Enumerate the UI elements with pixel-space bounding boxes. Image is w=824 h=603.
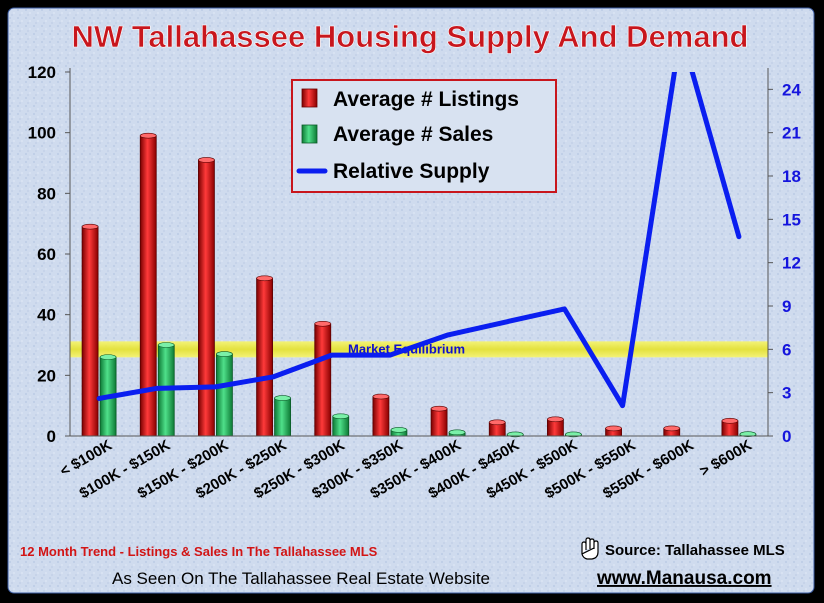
legend-label-supply: Relative Supply	[333, 160, 490, 183]
bar-listings-cap	[430, 405, 448, 412]
y-left-tick-label: 120	[28, 63, 56, 82]
y-right-tick-label: 15	[782, 210, 801, 229]
bar-sales-cap	[216, 351, 233, 357]
seen-caption: As Seen On The Tallahassee Real Estate W…	[112, 569, 490, 588]
bar-listings-cap	[663, 425, 681, 432]
bar-listings-cap	[488, 419, 506, 426]
bar-listings	[430, 408, 448, 437]
legend: Average # Listings Average # Sales Relat…	[291, 79, 557, 193]
bar-listings	[256, 277, 273, 437]
chart-background	[7, 7, 815, 594]
bar-sales	[274, 397, 291, 437]
bar-listings	[81, 226, 99, 437]
supply-line	[96, 72, 742, 409]
y-right-tick-label: 24	[782, 80, 801, 99]
bar-listings-cap	[139, 132, 157, 139]
bar-listings	[314, 323, 332, 437]
y-left-tick-label: 100	[28, 124, 56, 143]
bar-listings-cap	[547, 416, 564, 423]
y-left-tick-label: 20	[37, 366, 56, 385]
legend-label-listings: Average # Listings	[333, 88, 519, 111]
source-caption: Source: Tallahassee MLS	[605, 542, 785, 559]
y-left-tick-label: 80	[37, 184, 56, 203]
y-right-tick-label: 0	[782, 427, 791, 446]
hand-icon	[581, 537, 599, 560]
bar-sales-cap	[332, 413, 350, 420]
trend-caption: 12 Month Trend - Listings & Sales In The…	[20, 544, 378, 559]
bar-sales-cap	[448, 429, 466, 436]
bar-sales-cap	[157, 342, 175, 348]
bar-listings	[198, 159, 215, 437]
legend-swatch-listings	[301, 88, 318, 108]
bar-sales-cap	[99, 354, 117, 360]
y-right-tick-label: 3	[782, 384, 791, 403]
bar-listings-cap	[256, 275, 273, 282]
legend-label-sales: Average # Sales	[333, 123, 493, 146]
y-right-tick-label: 6	[782, 340, 791, 359]
y-right-tick-label: 9	[782, 297, 791, 316]
bar-sales	[216, 353, 233, 437]
bar-sales-cap	[739, 431, 757, 437]
website-link[interactable]: www.Manausa.com	[596, 568, 772, 589]
legend-swatch-sales	[301, 124, 318, 144]
y-right-tick-label: 21	[782, 124, 801, 143]
bar-listings-cap	[314, 320, 332, 327]
bar-listings-cap	[198, 157, 215, 163]
y-left-tick-label: 0	[47, 427, 56, 446]
bar-listings-cap	[372, 393, 390, 400]
bar-listings-cap	[81, 223, 99, 230]
bar-sales-cap	[390, 427, 408, 433]
chart-title: NW Tallahassee Housing Supply And Demand	[72, 19, 749, 54]
bar-listings	[372, 396, 390, 437]
y-right-tick-label: 12	[782, 254, 801, 273]
bar-sales	[332, 415, 350, 437]
y-right-tick-label: 18	[782, 167, 801, 186]
y-left-tick-label: 60	[37, 245, 56, 264]
bar-listings-cap	[721, 418, 739, 424]
bar-sales-cap	[274, 395, 291, 401]
y-left-tick-label: 40	[37, 306, 56, 325]
bar-listings-cap	[605, 425, 622, 432]
